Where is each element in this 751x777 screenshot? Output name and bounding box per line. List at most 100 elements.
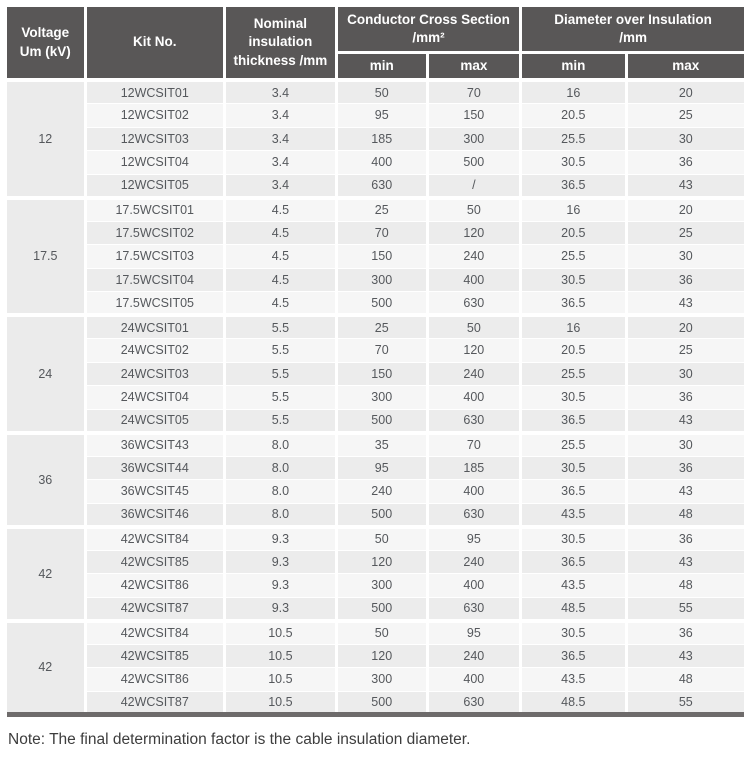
ccs-min-cell: 300 <box>336 385 429 409</box>
thickness-cell: 4.5 <box>224 195 338 221</box>
ccs-max-cell: 240 <box>427 361 523 386</box>
doi-max-cell: 43 <box>626 479 744 503</box>
doi-max-cell: 48 <box>626 667 744 691</box>
doi-max-cell: 36 <box>626 618 744 644</box>
kit-cell: 42WCSIT85 <box>85 549 226 574</box>
table-row: 42WCSIT87 9.3 500 630 48.5 55 <box>7 596 744 621</box>
kit-cell: 12WCSIT01 <box>85 78 226 104</box>
doi-min-cell: 25.5 <box>520 244 628 268</box>
ccs-min-cell: 50 <box>336 618 429 644</box>
doi-min-cell: 48.5 <box>520 690 628 717</box>
thickness-cell: 4.5 <box>224 220 338 245</box>
doi-min-cell: 16 <box>520 78 628 104</box>
ccs-min-cell: 300 <box>336 667 429 691</box>
table-row: 12 12WCSIT01 3.4 50 70 16 20 <box>7 78 744 198</box>
ccs-max-cell: 300 <box>427 126 523 151</box>
thickness-cell: 4.5 <box>224 244 338 268</box>
doi-max-cell: 43 <box>626 549 744 574</box>
thickness-cell: 5.5 <box>224 313 338 339</box>
kit-cell: 42WCSIT87 <box>85 596 226 621</box>
kit-cell: 12WCSIT02 <box>85 103 226 127</box>
ccs-min-cell: 630 <box>336 173 429 198</box>
table-row: 24 24WCSIT01 5.5 25 50 16 20 <box>7 313 744 433</box>
doi-max-cell: 30 <box>626 430 744 456</box>
kit-no-header: Kit No. <box>85 7 226 80</box>
table-row: 17.5 17.5WCSIT01 4.5 25 50 16 20 <box>7 195 744 315</box>
table-row: 12WCSIT03 3.4 185 300 25.5 30 <box>7 126 744 151</box>
table-row: 42WCSIT85 9.3 120 240 36.5 43 <box>7 549 744 574</box>
ccs-min-cell: 500 <box>336 502 429 527</box>
doi-min-cell: 48.5 <box>520 596 628 621</box>
table-row: 17.5WCSIT05 4.5 500 630 36.5 43 <box>7 291 744 315</box>
thickness-cell: 10.5 <box>224 618 338 644</box>
doi-max-cell: 48 <box>626 573 744 597</box>
doi-max-cell: 30 <box>626 361 744 386</box>
thickness-cell: 3.4 <box>224 173 338 198</box>
doi-max-cell: 36 <box>626 524 744 550</box>
table-row: 42 42WCSIT84 10.5 50 95 30.5 36 <box>7 618 744 717</box>
kit-selection-table: Voltage Um (kV) Kit No. Nominal insulati… <box>7 7 744 717</box>
table-row: 42WCSIT86 9.3 300 400 43.5 48 <box>7 573 744 597</box>
kit-cell: 17.5WCSIT01 <box>85 195 226 221</box>
ccs-max-cell: 95 <box>427 618 523 644</box>
voltage-cell: 36 <box>7 430 87 527</box>
table-row: 17.5WCSIT04 4.5 300 400 30.5 36 <box>7 267 744 292</box>
ccs-max-cell: 50 <box>427 313 523 339</box>
table-row: 42WCSIT87 10.5 500 630 48.5 55 <box>7 690 744 717</box>
table-row: 24WCSIT02 5.5 70 120 20.5 25 <box>7 338 744 362</box>
kit-cell: 17.5WCSIT03 <box>85 244 226 268</box>
kit-cell: 24WCSIT01 <box>85 313 226 339</box>
doi-max-cell: 20 <box>626 313 744 339</box>
thickness-cell: 9.3 <box>224 524 338 550</box>
ccs-max-cell: / <box>427 173 523 198</box>
ccs-max-cell: 630 <box>427 596 523 621</box>
nominal-thickness-header: Nominal insulation thickness /mm <box>224 7 338 80</box>
voltage-cell: 42 <box>7 618 87 717</box>
thickness-cell: 3.4 <box>224 78 338 104</box>
thickness-cell: 5.5 <box>224 338 338 362</box>
doi-max-cell: 43 <box>626 408 744 433</box>
ccs-max-header: max <box>427 50 523 80</box>
doi-min-cell: 30.5 <box>520 524 628 550</box>
table-row: 12WCSIT02 3.4 95 150 20.5 25 <box>7 103 744 127</box>
thickness-cell: 3.4 <box>224 150 338 174</box>
doi-min-cell: 25.5 <box>520 361 628 386</box>
ccs-max-cell: 400 <box>427 267 523 292</box>
doi-max-cell: 55 <box>626 596 744 621</box>
thickness-cell: 5.5 <box>224 408 338 433</box>
doi-min-cell: 30.5 <box>520 385 628 409</box>
thickness-cell: 4.5 <box>224 291 338 315</box>
doi-min-cell: 43.5 <box>520 573 628 597</box>
ccs-min-cell: 25 <box>336 195 429 221</box>
table-row: 36WCSIT44 8.0 95 185 30.5 36 <box>7 455 744 480</box>
ccs-min-cell: 120 <box>336 549 429 574</box>
ccs-min-cell: 500 <box>336 596 429 621</box>
ccs-min-cell: 300 <box>336 267 429 292</box>
doi-min-cell: 16 <box>520 313 628 339</box>
ccs-min-cell: 95 <box>336 455 429 480</box>
kit-cell: 12WCSIT04 <box>85 150 226 174</box>
note-text: Note: The final determination factor is … <box>8 731 471 748</box>
doi-max-cell: 25 <box>626 103 744 127</box>
doi-max-cell: 48 <box>626 502 744 527</box>
doi-max-cell: 25 <box>626 338 744 362</box>
thickness-cell: 3.4 <box>224 126 338 151</box>
table-row: 36 36WCSIT43 8.0 35 70 25.5 30 <box>7 430 744 527</box>
table-row: 24WCSIT05 5.5 500 630 36.5 43 <box>7 408 744 433</box>
kit-cell: 42WCSIT86 <box>85 667 226 691</box>
table-row: 24WCSIT03 5.5 150 240 25.5 30 <box>7 361 744 386</box>
thickness-cell: 5.5 <box>224 385 338 409</box>
doi-min-cell: 20.5 <box>520 103 628 127</box>
thickness-cell: 10.5 <box>224 690 338 717</box>
ccs-min-cell: 70 <box>336 220 429 245</box>
doi-min-cell: 36.5 <box>520 643 628 668</box>
doi-max-cell: 20 <box>626 78 744 104</box>
doi-min-cell: 36.5 <box>520 291 628 315</box>
kit-cell: 36WCSIT44 <box>85 455 226 480</box>
thickness-cell: 8.0 <box>224 479 338 503</box>
ccs-max-cell: 70 <box>427 430 523 456</box>
doi-max-cell: 30 <box>626 244 744 268</box>
ccs-max-cell: 400 <box>427 479 523 503</box>
doi-min-cell: 30.5 <box>520 455 628 480</box>
kit-cell: 24WCSIT04 <box>85 385 226 409</box>
